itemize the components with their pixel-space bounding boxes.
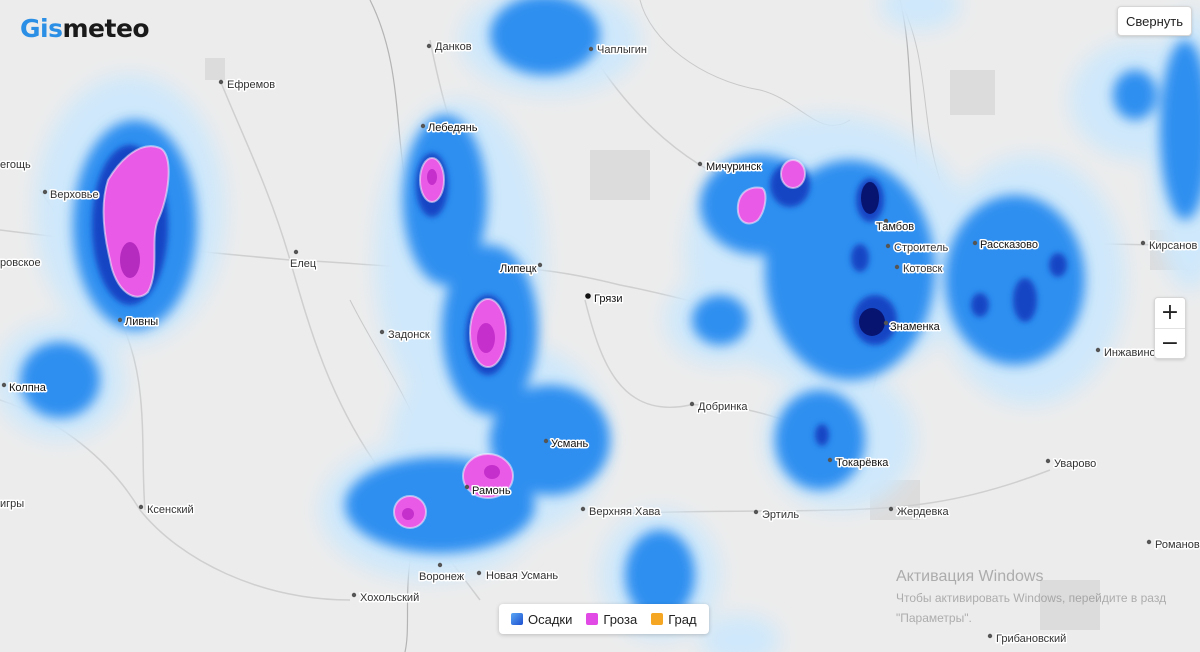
thunderstorm-layer <box>102 145 806 529</box>
svg-text:Елец: Елец <box>290 258 317 270</box>
city-tokarevka: Токарёвка <box>827 456 891 471</box>
city-lebedyan: Лебедянь <box>420 121 479 136</box>
map-legend: Осадки Гроза Град <box>499 604 709 634</box>
precipitation-swatch-icon <box>511 613 523 625</box>
svg-text:Добринка: Добринка <box>698 401 748 413</box>
city-igry: игры <box>0 497 26 512</box>
zoom-controls: + − <box>1154 297 1186 359</box>
legend-label-hail: Град <box>668 611 697 627</box>
svg-text:Чаплыгин: Чаплыгин <box>597 44 647 56</box>
svg-text:Уварово: Уварово <box>1054 458 1096 470</box>
hail-swatch-icon <box>651 613 664 625</box>
legend-label-thunderstorm: Гроза <box>603 611 638 627</box>
svg-text:Грязи: Грязи <box>594 293 622 305</box>
city-khokholsky: Хохольский <box>351 591 421 606</box>
svg-text:Мичуринск: Мичуринск <box>706 161 761 173</box>
city-rasskazovo: Рассказово <box>972 238 1040 253</box>
legend-item-hail: Град <box>651 611 697 627</box>
svg-text:Рассказово: Рассказово <box>980 239 1038 251</box>
svg-text:Задонск: Задонск <box>388 329 430 341</box>
legend-item-thunderstorm: Гроза <box>586 612 637 627</box>
svg-text:Жердевка: Жердевка <box>897 506 949 518</box>
city-uvarovo: Уварово <box>1045 457 1098 472</box>
svg-text:Новая Усмань: Новая Усмань <box>486 570 558 582</box>
city-tambov: Тамбов <box>875 218 916 235</box>
svg-text:Инжавино: Инжавино <box>1104 347 1156 359</box>
svg-text:Лебедянь: Лебедянь <box>428 122 478 134</box>
collapse-button[interactable]: Свернуть <box>1116 6 1192 36</box>
city-voronezh: Воронеж <box>418 562 466 585</box>
svg-text:Грибановский: Грибановский <box>996 633 1066 645</box>
city-usman: Усмань <box>543 437 590 452</box>
svg-text:Ливны: Ливны <box>125 316 158 328</box>
svg-text:Верховье: Верховье <box>50 189 99 201</box>
thunderstorm-swatch-icon <box>586 613 599 625</box>
svg-text:Токарёвка: Токарёвка <box>836 457 889 469</box>
city-gribanovsky: Грибановский <box>987 632 1068 647</box>
city-verkhovye: Верховье <box>42 188 100 203</box>
zoom-in-button[interactable]: + <box>1155 298 1185 328</box>
city-stroitel: Строитель <box>885 241 950 256</box>
city-kolpna: Колпна <box>1 381 48 396</box>
city-michurinsk: Мичуринск <box>697 160 763 175</box>
city-dobrinka: Добринка <box>689 400 750 415</box>
svg-text:Колпна: Колпна <box>9 382 47 394</box>
city-ramon: Рамонь <box>464 484 512 499</box>
city-zherdevka: Жердевка <box>888 505 951 520</box>
city-inzhavino: Инжавино <box>1095 346 1157 361</box>
city-verkhnyaya-khava: Верхняя Хава <box>580 505 663 520</box>
city-znamenka: Знаменка <box>883 320 942 335</box>
svg-text:Воронеж: Воронеж <box>419 571 465 583</box>
storm-cell-michurinsk-2 <box>780 159 806 189</box>
svg-text:Усмань: Усмань <box>551 438 589 450</box>
svg-text:Верхняя Хава: Верхняя Хава <box>589 506 661 518</box>
city-zadonsk: Задонск <box>379 328 431 343</box>
svg-text:Кирсанов: Кирсанов <box>1149 240 1197 252</box>
storm-cell-livny <box>102 145 170 298</box>
city-lipetsk: Липецк <box>499 262 543 277</box>
city-rovskoe: ровское <box>0 256 42 271</box>
city-labels: Данков Чаплыгин Ефремов Лебедянь Мичурин… <box>0 40 1200 647</box>
legend-label-precipitation: Осадки <box>528 611 573 627</box>
city-romanov: Романов <box>1146 538 1200 553</box>
svg-text:Тамбов: Тамбов <box>876 221 914 233</box>
svg-text:Эртиль: Эртиль <box>762 509 799 521</box>
city-kotovsk: Котовск <box>894 262 944 277</box>
svg-text:Рамонь: Рамонь <box>472 485 511 497</box>
svg-text:ровское: ровское <box>0 257 41 269</box>
svg-text:Хохольский: Хохольский <box>360 592 419 604</box>
city-livny: Ливны <box>117 315 160 330</box>
zoom-out-button[interactable]: − <box>1155 328 1185 358</box>
city-egosch: егощь <box>0 158 33 173</box>
svg-text:Ефремов: Ефремов <box>227 79 275 91</box>
city-chaplygin: Чаплыгин <box>588 43 648 58</box>
storm-cell-michurinsk <box>736 186 767 225</box>
city-novaya-usman: Новая Усмань <box>476 569 560 584</box>
logo-text-meteo: meteo <box>62 14 150 43</box>
svg-text:Ксенский: Ксенский <box>147 504 194 516</box>
svg-text:Липецк: Липецк <box>500 263 537 275</box>
svg-text:Котовск: Котовск <box>903 263 943 275</box>
legend-item-precipitation: Осадки <box>511 612 572 627</box>
svg-text:Строитель: Строитель <box>894 242 948 254</box>
svg-text:Знаменка: Знаменка <box>890 321 941 333</box>
gismeteo-logo[interactable]: Gismeteo <box>20 14 150 43</box>
svg-text:Данков: Данков <box>435 41 472 53</box>
svg-text:Романов: Романов <box>1155 539 1200 551</box>
city-gryazi: Грязи <box>585 292 624 307</box>
svg-text:игры: игры <box>0 498 24 510</box>
city-kshensky: Ксенский <box>138 503 195 518</box>
city-efremov: Ефремов <box>218 78 277 93</box>
city-ertil: Эртиль <box>753 508 801 523</box>
city-dankov: Данков <box>426 40 473 55</box>
logo-text-gis: Gis <box>20 14 63 43</box>
city-kirsanov: Кирсанов <box>1140 239 1199 254</box>
svg-text:егощь: егощь <box>0 159 31 171</box>
city-elets: Елец <box>289 249 318 272</box>
